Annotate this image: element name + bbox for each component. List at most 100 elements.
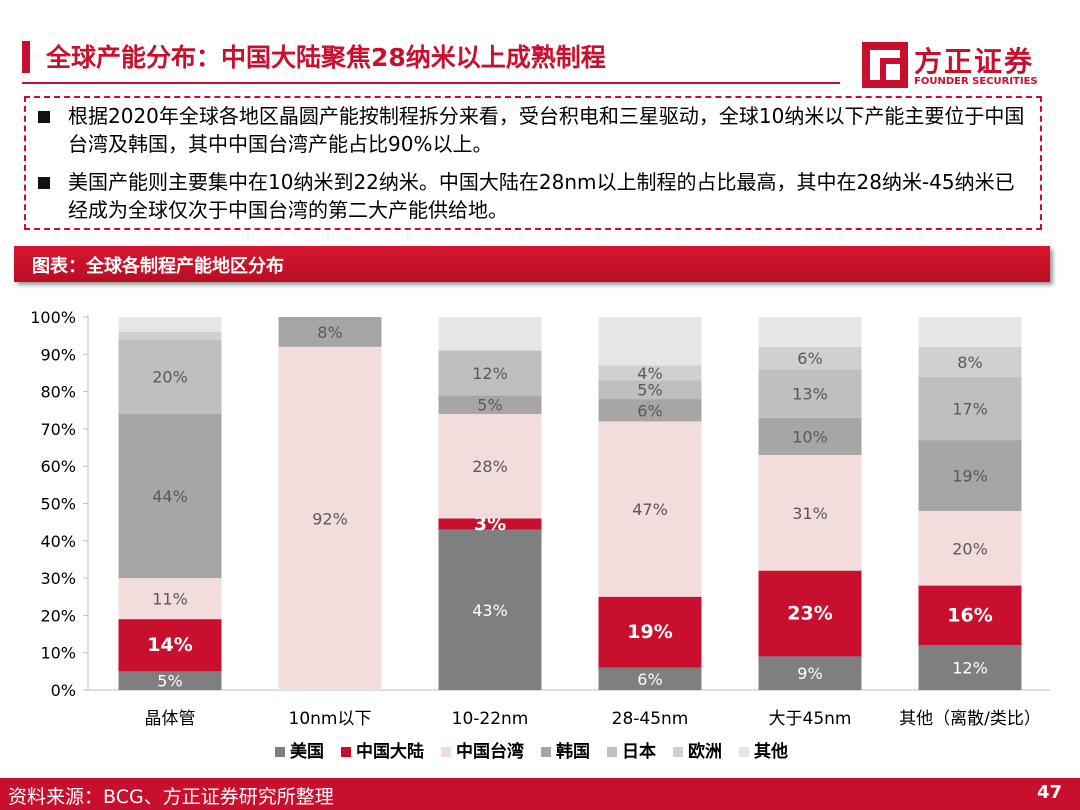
bar-segment [758,455,862,571]
data-label: 20% [152,368,188,387]
bar-segment [278,317,382,347]
data-label: 44% [152,487,188,506]
data-label: 19% [627,621,672,643]
legend-swatch [607,747,617,757]
page-title: 全球产能分布：中国大陆聚焦28纳米以上成熟制程 [46,43,606,72]
data-label: 3% [474,513,506,535]
legend-swatch [441,747,451,757]
legend-swatch [341,747,351,757]
y-tick-label: 30% [40,569,76,588]
chart-banner-title: 图表：全球各制程产能地区分布 [32,256,284,277]
y-tick-label: 20% [40,606,76,625]
bar-segment [438,317,542,351]
data-label: 43% [472,601,508,620]
summary-box: 根据2020年全球各地区晶圆产能按制程拆分来看，受台积电和三星驱动，全球10纳米… [24,96,1042,230]
page-number: 47 [1036,782,1062,803]
bar-segment [598,380,702,400]
bar-segment [598,667,702,690]
bar-segment [918,346,1022,377]
bar-segment [758,317,862,347]
legend-label: 欧洲 [688,741,722,762]
data-label: 23% [787,603,832,625]
data-label: 20% [952,539,988,558]
founder-logo: 方正证券 FOUNDER SECURITIES [862,40,1062,92]
bar-segment [918,645,1022,690]
bar-segment [118,578,222,620]
bar-segment [918,585,1022,646]
bar-segment [918,376,1022,441]
footer-bar: 资料来源：BCG、方正证券研究所整理 47 [0,778,1080,810]
data-label: 5% [477,396,502,415]
bullet-text: 根据2020年全球各地区晶圆产能按制程拆分来看，受台积电和三星驱动，全球10纳米… [68,104,1025,156]
bar-segment [598,317,702,366]
bullet-item: 美国产能则主要集中在10纳米到22纳米。中国大陆在28nm以上制程的占比最高，其… [38,168,1028,224]
bar-segment [918,440,1022,511]
legend-label: 日本 [622,741,656,762]
x-tick-label: 大于45nm [769,709,852,729]
legend-label: 中国大陆 [356,741,424,762]
logo-subtitle: FOUNDER SECURITIES [914,76,1038,87]
y-tick-label: 10% [40,644,76,663]
bar-segment [438,350,542,396]
bar-segment [758,369,862,418]
legend-label: 中国台湾 [456,741,524,762]
bar-segment [438,518,542,530]
data-label: 12% [472,364,508,383]
bar-segment [118,413,222,579]
legend-swatch [673,747,683,757]
data-label: 9% [797,664,822,683]
bar-segment [758,570,862,657]
source-note: 资料来源：BCG、方正证券研究所整理 [8,786,334,808]
bar-segment [758,346,862,370]
bullet-square-icon [38,111,50,123]
legend-swatch [541,747,551,757]
bar-segment [278,346,382,690]
data-label: 28% [472,457,508,476]
data-label: 10% [792,427,828,446]
bar-segment [598,365,702,381]
y-tick-label: 0% [51,681,76,700]
stacked-bar-chart: 0% 10% 20% 30% 40% 50% 60% 70% 80% 90% 100% 5% 14% 11… [30,308,1050,762]
data-label: 5% [157,672,182,691]
bullet-square-icon [38,177,50,189]
bar-segment [758,656,862,690]
bar-segment [118,317,222,332]
legend-label: 韩国 [556,741,590,762]
y-tick-label: 100% [30,308,76,327]
y-tick-label: 50% [40,495,76,514]
data-label: 8% [317,323,342,342]
bar-segment [118,331,222,340]
legend-label: 其他 [754,741,788,762]
x-tick-label: 晶体管 [145,709,196,729]
data-label: 6% [637,401,662,420]
bar-segment [118,339,222,414]
x-tick-label: 其他（离散/类比） [899,709,1041,729]
y-tick-label: 70% [40,420,76,439]
title-accent-bar [22,41,30,73]
y-tick-label: 40% [40,532,76,551]
bullet-item: 根据2020年全球各地区晶圆产能按制程拆分来看，受台积电和三星驱动，全球10纳米… [38,102,1028,158]
legend-swatch [275,747,285,757]
bar-segment [438,413,542,519]
bar-segment [598,399,702,422]
data-label: 6% [797,349,822,368]
bullet-text: 美国产能则主要集中在10纳米到22纳米。中国大陆在28nm以上制程的占比最高，其… [68,170,1015,222]
legend-swatch [739,747,749,757]
data-label: 92% [312,509,348,528]
x-tick-label: 28-45nm [612,709,689,729]
data-label: 5% [637,381,662,400]
data-label: 4% [637,364,662,383]
bar-segment [918,510,1022,586]
bar-segment [438,395,542,414]
bar-segment [758,417,862,456]
data-label: 12% [952,659,988,678]
data-label: 13% [792,384,828,403]
data-label: 11% [152,590,188,609]
title-rule [22,82,840,84]
data-label: 8% [957,353,982,372]
bar-segment [118,671,222,690]
bar-segment [118,619,222,672]
legend-label: 美国 [290,741,324,762]
bar-segment [438,529,542,690]
bar-segment [598,421,702,597]
